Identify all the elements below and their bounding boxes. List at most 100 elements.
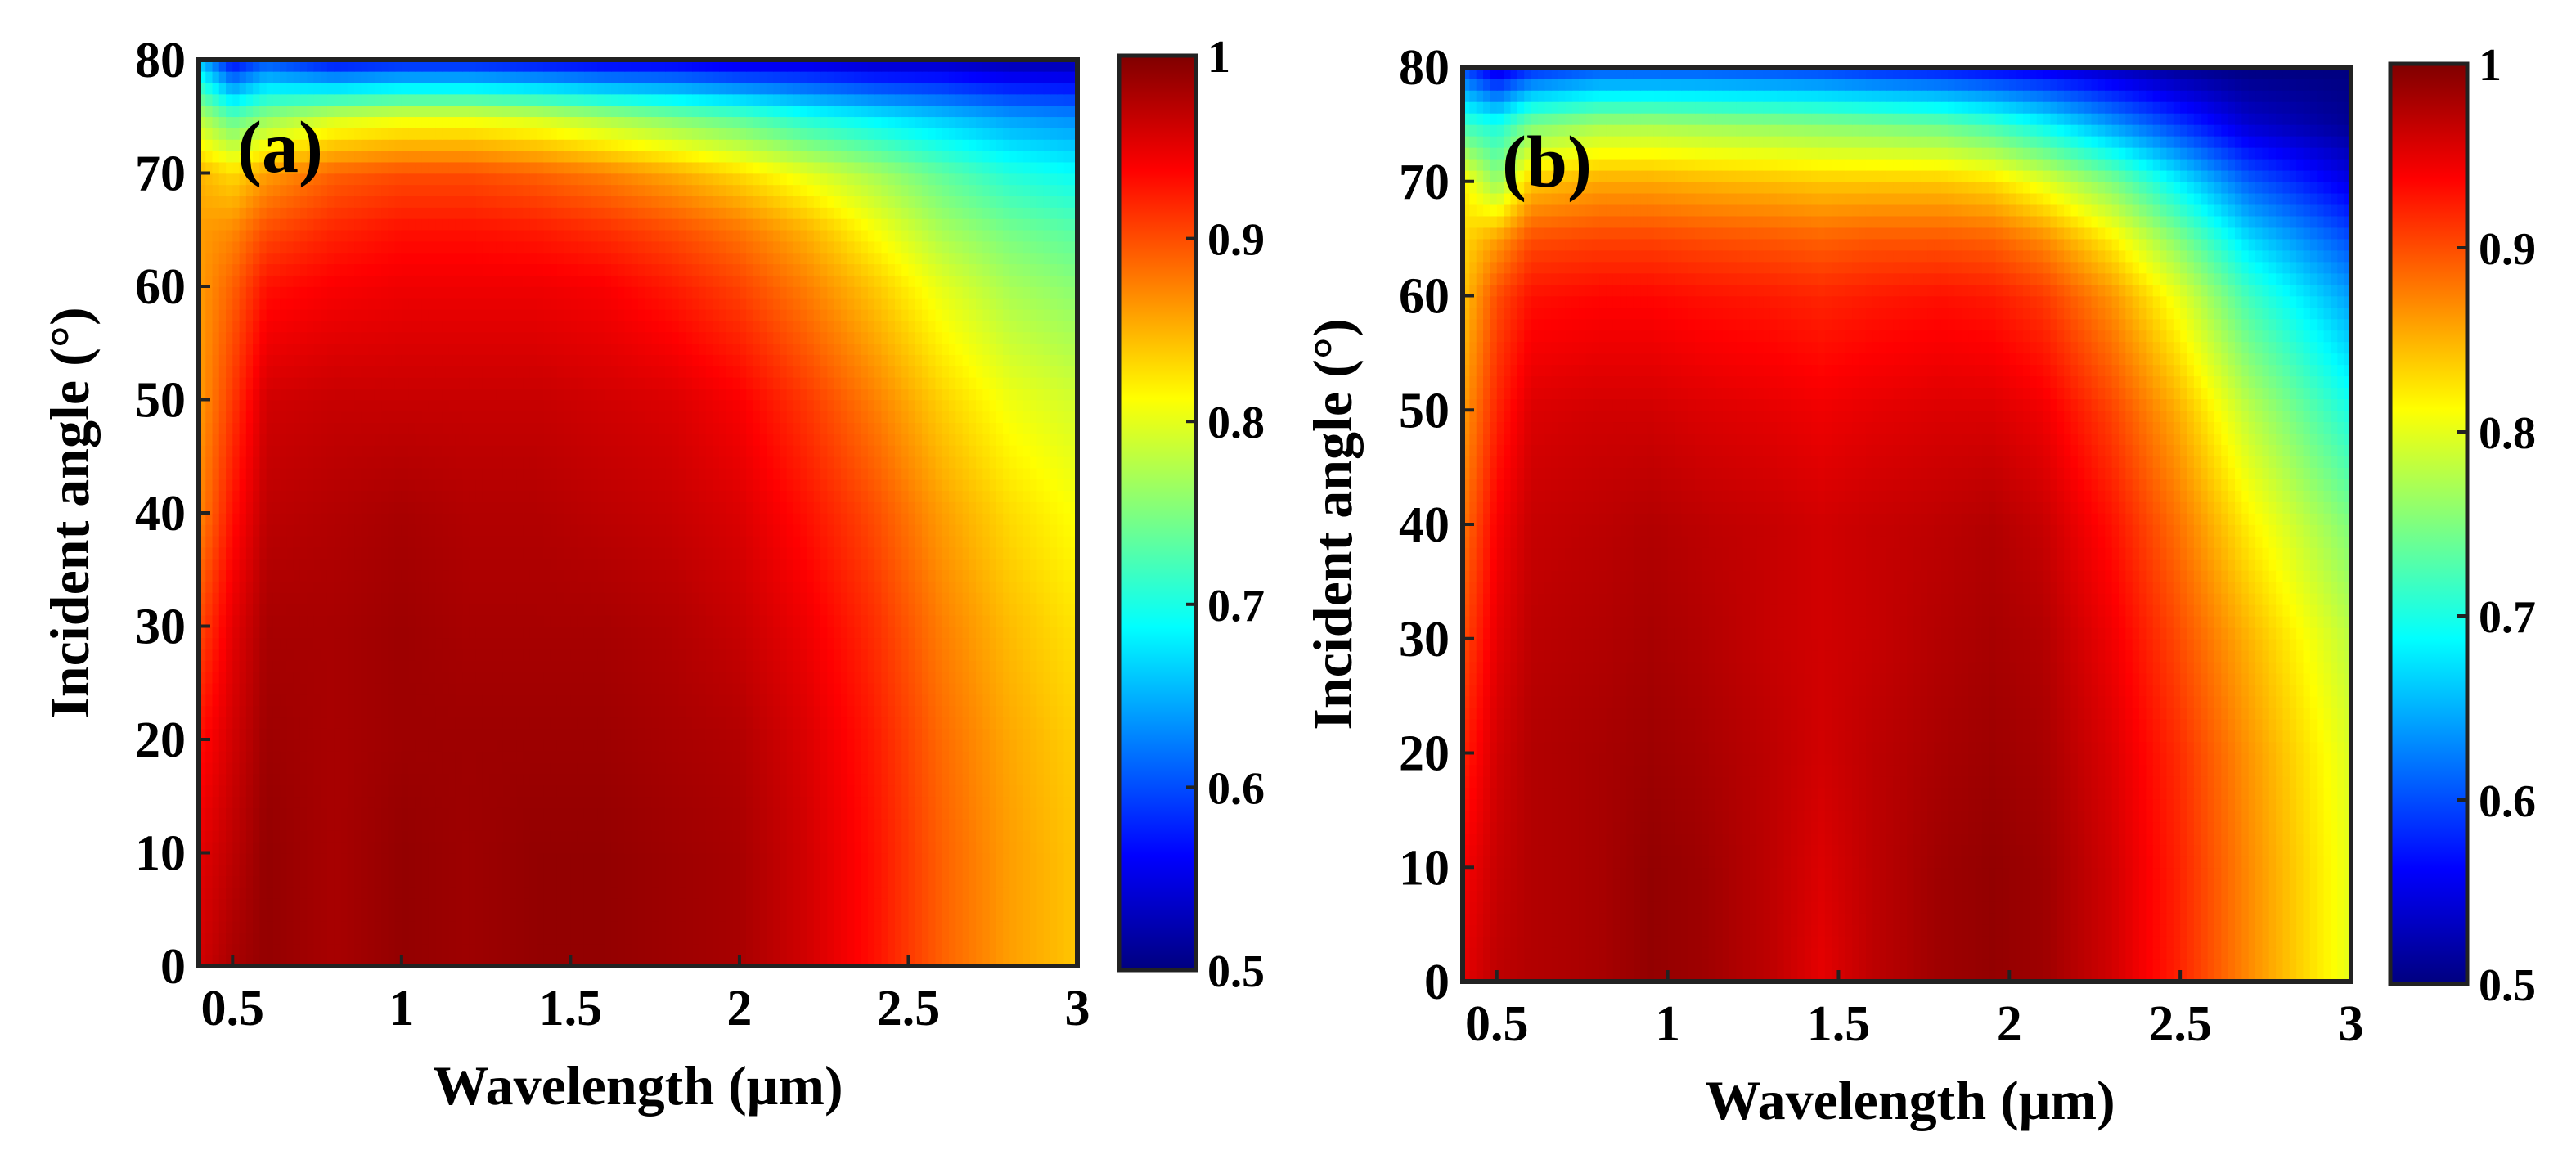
- heatmap-cell: [969, 682, 977, 695]
- heatmap-cell: [1050, 887, 1059, 899]
- heatmap-cell: [894, 626, 902, 639]
- heatmap-cell: [435, 581, 443, 593]
- heatmap-cell: [1057, 694, 1065, 707]
- heatmap-cell: [624, 569, 632, 582]
- heatmap-cell: [482, 705, 491, 718]
- heatmap-cell: [753, 614, 761, 627]
- heatmap-cell: [638, 591, 646, 604]
- heatmap-cell: [692, 909, 700, 922]
- heatmap-cell: [726, 637, 734, 649]
- heatmap-cell: [726, 875, 734, 888]
- heatmap-cell: [982, 649, 991, 661]
- heatmap-cell: [962, 694, 970, 707]
- heatmap-cell: [564, 660, 572, 672]
- heatmap-cell: [827, 932, 835, 945]
- heatmap-cell: [969, 932, 977, 945]
- heatmap-cell: [320, 897, 328, 910]
- heatmap-cell: [854, 671, 862, 684]
- heatmap-cell: [861, 829, 869, 843]
- heatmap-cell: [212, 569, 220, 582]
- heatmap-cell: [272, 603, 281, 616]
- heatmap-cell: [726, 920, 734, 933]
- heatmap-cell: [645, 569, 653, 582]
- heatmap-cell: [448, 626, 456, 639]
- heatmap-cell: [874, 762, 883, 775]
- heatmap-cell: [949, 796, 957, 808]
- heatmap-cell: [820, 682, 829, 695]
- heatmap-cell: [408, 660, 416, 672]
- heatmap-cell: [881, 614, 889, 627]
- heatmap-cell: [807, 591, 815, 604]
- heatmap-cell: [401, 920, 409, 933]
- heatmap-cell: [232, 784, 241, 798]
- heatmap-cell: [523, 784, 531, 798]
- heatmap-cell: [1063, 897, 1072, 910]
- heatmap-cell: [901, 773, 910, 786]
- heatmap-cell: [699, 558, 707, 571]
- heatmap-cell: [793, 887, 802, 899]
- heatmap-cell: [597, 955, 605, 966]
- heatmap-cell: [529, 932, 537, 945]
- heatmap-cell: [874, 739, 883, 752]
- heatmap-cell: [320, 569, 328, 582]
- heatmap-cell: [226, 524, 234, 537]
- heatmap-cell: [976, 591, 984, 604]
- heatmap-cell: [326, 694, 335, 707]
- heatmap-cell: [570, 739, 578, 752]
- heatmap-cell: [1009, 637, 1018, 649]
- heatmap-cell: [1043, 649, 1051, 661]
- heatmap-cell: [482, 569, 491, 582]
- heatmap-cell: [1030, 682, 1038, 695]
- heatmap-cell: [861, 603, 869, 616]
- heatmap-cell: [516, 841, 524, 854]
- heatmap-cell: [955, 591, 964, 604]
- heatmap-cell: [516, 694, 524, 707]
- heatmap-cell: [340, 660, 348, 672]
- heatmap-cell: [326, 637, 335, 649]
- heatmap-cell: [591, 943, 599, 955]
- heatmap-cell: [381, 637, 389, 649]
- heatmap-cell: [888, 546, 896, 560]
- heatmap-cell: [1009, 773, 1018, 786]
- heatmap-cell: [665, 943, 673, 955]
- heatmap-cell: [218, 750, 227, 763]
- heatmap-cell: [807, 569, 815, 582]
- heatmap-cell: [1030, 614, 1038, 627]
- heatmap-cell: [374, 887, 382, 899]
- heatmap-cell: [415, 841, 423, 854]
- heatmap-cell: [651, 932, 659, 945]
- heatmap-cell: [1003, 739, 1011, 752]
- heatmap-cell: [299, 887, 308, 899]
- heatmap-cell: [361, 569, 369, 582]
- heatmap-cell: [624, 717, 632, 729]
- heatmap-cell: [604, 909, 612, 922]
- heatmap-cell: [678, 717, 686, 729]
- heatmap-cell: [496, 784, 504, 798]
- heatmap-cell: [205, 717, 214, 729]
- heatmap-cell: [496, 637, 504, 649]
- heatmap-cell: [672, 864, 680, 876]
- heatmap-cell: [651, 649, 659, 661]
- heatmap-cell: [982, 762, 991, 775]
- heatmap-cell: [1016, 705, 1024, 718]
- heatmap-cell: [766, 694, 775, 707]
- heatmap-cell: [888, 897, 896, 910]
- heatmap-cell: [394, 728, 402, 740]
- heatmap-cell: [813, 660, 821, 672]
- heatmap-cell: [502, 671, 510, 684]
- heatmap-cell: [645, 773, 653, 786]
- heatmap-cell: [496, 852, 504, 865]
- heatmap-cell: [1057, 807, 1065, 820]
- heatmap-cell: [245, 546, 254, 560]
- heatmap-cell: [415, 852, 423, 865]
- heatmap-cell: [381, 524, 389, 537]
- heatmap-cell: [732, 796, 740, 808]
- heatmap-cell: [827, 897, 835, 910]
- heatmap-cell: [638, 671, 646, 684]
- heatmap-cell: [428, 875, 436, 888]
- heatmap-cell: [699, 626, 707, 639]
- heatmap-cell: [921, 897, 930, 910]
- heatmap-cell: [692, 920, 700, 933]
- heatmap-cell: [496, 728, 504, 740]
- heatmap-cell: [1016, 796, 1024, 808]
